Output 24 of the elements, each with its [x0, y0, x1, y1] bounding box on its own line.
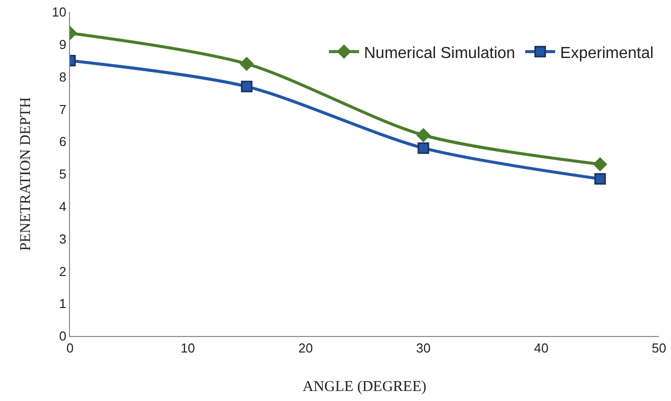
y-tick-label: 8 — [59, 69, 66, 84]
x-tick-label: 30 — [416, 340, 431, 356]
y-tick-label: 10 — [52, 4, 66, 20]
legend-label: Numerical Simulation — [364, 44, 516, 62]
point — [594, 173, 606, 185]
y-axis-title: PENETRATION DEPTH — [18, 96, 34, 251]
point — [416, 128, 431, 142]
x-tick-label: 10 — [180, 340, 196, 356]
y-tick-label: 7 — [59, 102, 66, 117]
y-tick-label: 4 — [59, 198, 66, 214]
point — [592, 157, 608, 172]
x-tick-label: 40 — [534, 340, 548, 356]
y-tick-label: 3 — [59, 231, 66, 246]
x-tick-label: 20 — [298, 340, 313, 356]
y-tick-label: 9 — [59, 36, 66, 52]
x-tick-label: 50 — [652, 340, 666, 356]
y-tick-label: 0 — [59, 328, 66, 344]
x-axis-title: ANGLE (DEGREE) — [302, 379, 426, 395]
point — [418, 142, 430, 154]
y-tick-label: 6 — [59, 134, 66, 150]
y-tick-label: 5 — [59, 166, 66, 182]
legend-label: Experimental — [560, 44, 654, 62]
y-tick-label: 1 — [59, 296, 66, 312]
y-tick-label: 2 — [59, 264, 66, 279]
